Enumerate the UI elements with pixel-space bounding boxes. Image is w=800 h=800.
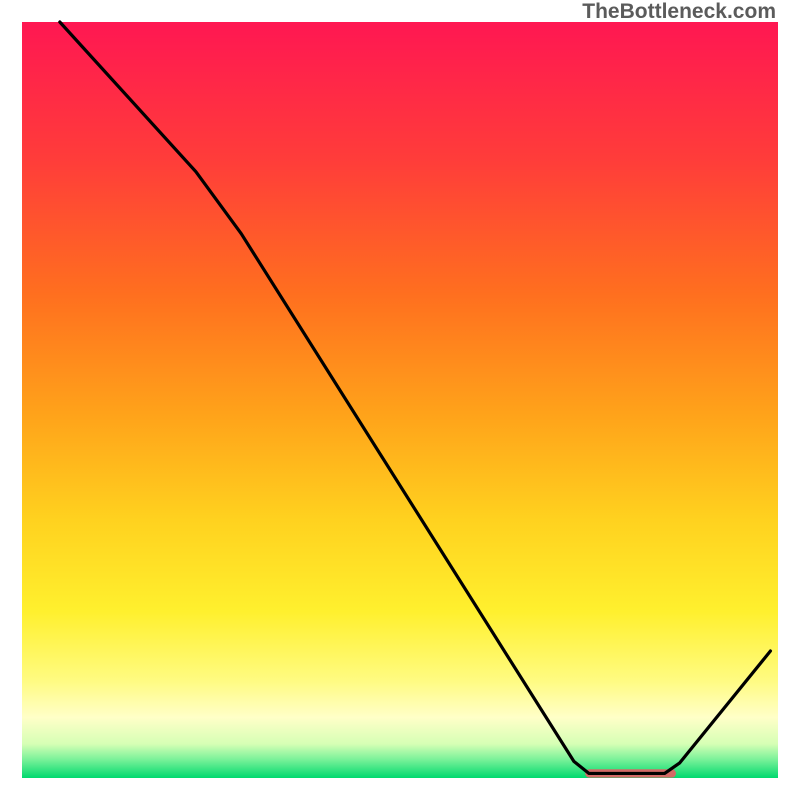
watermark-text: TheBottleneck.com: [582, 0, 776, 24]
chart-background: [22, 22, 778, 778]
chart-container: TheBottleneck.com: [0, 0, 800, 800]
bottleneck-chart: [0, 0, 800, 800]
